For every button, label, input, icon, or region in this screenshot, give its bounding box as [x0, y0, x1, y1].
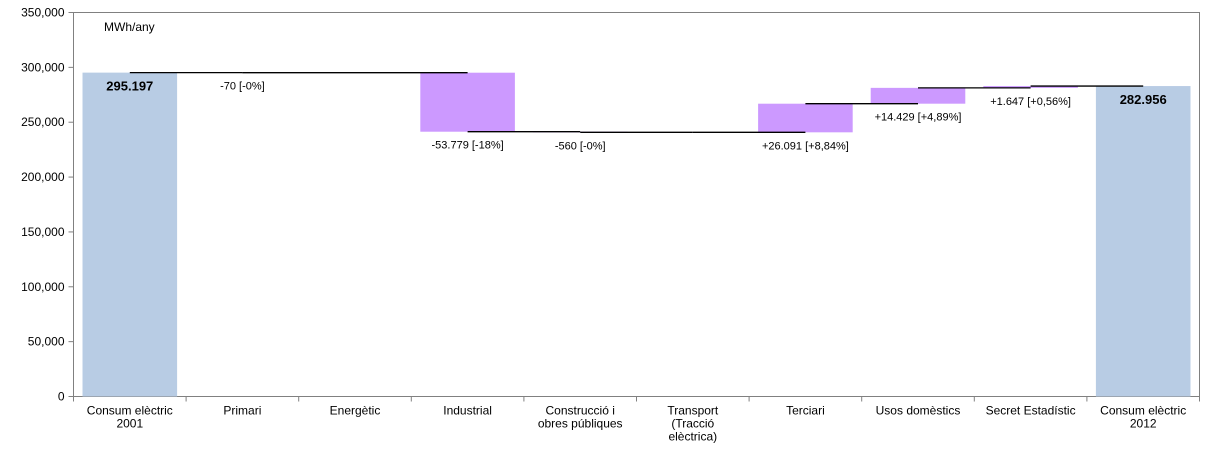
y-tick-label: 250,000: [21, 115, 65, 129]
data-label: +26.091 [+8,84%]: [762, 140, 849, 152]
x-category-label: Terciari: [786, 404, 825, 418]
total-bar: [83, 73, 178, 397]
y-tick-label: 0: [58, 390, 65, 404]
y-tick-label: 50,000: [28, 335, 65, 349]
x-category-label: Industrial: [443, 404, 492, 418]
data-label: -53.779 [-18%]: [432, 140, 504, 152]
data-label: 282.956: [1120, 92, 1167, 107]
x-category-label: Primari: [223, 404, 261, 418]
x-category-label: Energètic: [330, 404, 381, 418]
y-tick-label: 150,000: [21, 225, 65, 239]
data-label: 295.197: [106, 79, 153, 94]
delta-bar: [871, 88, 966, 104]
data-label: +14.429 [+4,89%]: [875, 112, 962, 124]
x-category-label: Secret Estadístic: [986, 404, 1076, 418]
data-label: -70 [-0%]: [220, 81, 265, 93]
y-tick-label: 350,000: [21, 6, 65, 20]
unit-label: MWh/any: [104, 20, 155, 34]
total-bar: [1096, 86, 1191, 396]
delta-bar: [758, 104, 853, 133]
y-tick-label: 200,000: [21, 170, 65, 184]
y-tick-label: 100,000: [21, 280, 65, 294]
y-tick-label: 300,000: [21, 60, 65, 74]
x-category-label: Usos domèstics: [876, 404, 961, 418]
data-label: +1.647 [+0,56%]: [990, 96, 1071, 108]
y-axis: 0 50,000 100,000 150,000 200,000 250,000 300,0…: [21, 6, 73, 404]
data-label: -560 [-0%]: [555, 140, 606, 152]
delta-bar: [420, 73, 515, 132]
plot-frame: [74, 13, 1200, 397]
